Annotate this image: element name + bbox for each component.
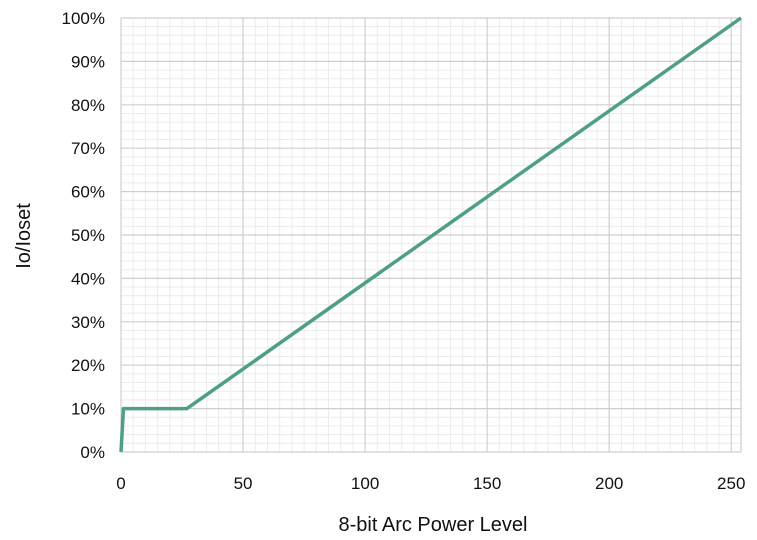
series-layer <box>119 16 743 453</box>
y-tick-label: 80% <box>71 96 105 115</box>
y-tick-labels: 0% 10% 20% 30% 40% 50% 60% 70% 80% 90% 100% <box>62 9 105 462</box>
x-tick-labels: 0 50 100 150 200 250 <box>116 474 745 493</box>
y-tick-label: 50% <box>71 226 105 245</box>
x-tick-label: 0 <box>116 474 125 493</box>
y-tick-label: 30% <box>71 313 105 332</box>
x-tick-label: 150 <box>473 474 501 493</box>
y-tick-label: 20% <box>71 356 105 375</box>
y-tick-label: 90% <box>71 52 105 71</box>
y-tick-label: 0% <box>80 443 105 462</box>
x-tick-label: 200 <box>595 474 623 493</box>
x-tick-label: 100 <box>351 474 379 493</box>
y-tick-label: 70% <box>71 139 105 158</box>
y-tick-label: 60% <box>71 183 105 202</box>
x-tick-label: 50 <box>234 474 253 493</box>
x-axis-title: 8-bit Arc Power Level <box>339 514 528 536</box>
y-tick-label: 40% <box>71 269 105 288</box>
y-tick-label: 10% <box>71 400 105 419</box>
y-axis-title: Io/Ioset <box>13 203 35 269</box>
series-line <box>119 16 743 453</box>
y-tick-label: 100% <box>62 9 105 28</box>
x-tick-label: 250 <box>717 474 745 493</box>
major-grid <box>120 17 741 453</box>
